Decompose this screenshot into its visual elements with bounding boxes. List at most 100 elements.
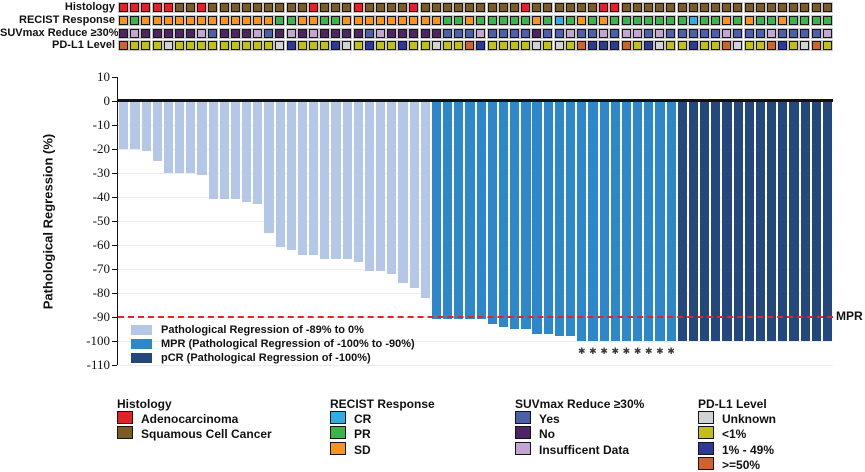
track-cell-pdl1 xyxy=(241,41,251,51)
regression-bar xyxy=(800,101,810,341)
y-axis-tick xyxy=(111,124,117,126)
track-cell-pdl1 xyxy=(264,41,274,51)
track-cell-histology xyxy=(666,3,676,12)
significance-asterisk: ✱ xyxy=(611,346,620,356)
track-cell-pdl1 xyxy=(297,41,307,51)
track-cell-histology xyxy=(554,3,564,12)
regression-bar xyxy=(454,101,464,320)
track-cell-pdl1 xyxy=(174,41,184,51)
regression-bar xyxy=(476,101,486,320)
track-cell-histology xyxy=(442,3,452,12)
track-cell-histology xyxy=(576,3,586,12)
track-cell-pdl1 xyxy=(431,41,441,51)
regression-bar xyxy=(431,101,442,320)
track-cell-recist xyxy=(353,15,363,25)
track-cell-recist xyxy=(498,15,508,25)
track-cell-suvmax xyxy=(789,28,799,38)
track-cell-histology xyxy=(431,3,441,12)
plot-legend-swatch xyxy=(131,325,152,335)
track-cell-pdl1 xyxy=(789,41,799,51)
regression-bar xyxy=(722,101,732,341)
track-cell-suvmax xyxy=(532,28,542,38)
regression-bar xyxy=(342,101,352,260)
track-cell-histology xyxy=(744,3,754,12)
legend-item-label: 1% - 49% xyxy=(722,442,775,457)
regression-bar xyxy=(621,101,632,341)
track-cell-recist xyxy=(576,15,586,25)
legend-item-label: Unknown xyxy=(722,412,776,426)
track-cell-recist xyxy=(253,15,263,25)
regression-bar xyxy=(242,101,252,202)
track-cell-pdl1 xyxy=(755,41,765,51)
significance-asterisk: ✱ xyxy=(577,346,586,356)
track-cell-pdl1 xyxy=(565,41,575,51)
track-cell-suvmax xyxy=(398,28,408,38)
legend-item: Adenocarcinoma xyxy=(117,411,287,426)
track-cell-pdl1 xyxy=(141,41,151,51)
track-cell-recist xyxy=(442,15,452,25)
track-cell-histology xyxy=(297,3,307,12)
track-cell-histology xyxy=(521,3,531,12)
track-cell-histology xyxy=(755,3,765,12)
track-cell-histology xyxy=(588,3,598,12)
regression-bar xyxy=(700,101,710,341)
track-cell-recist xyxy=(163,15,173,25)
track-cell-suvmax xyxy=(822,28,832,38)
track-cell-suvmax xyxy=(364,28,374,38)
track-cell-recist xyxy=(342,15,352,25)
track-cell-recist xyxy=(666,15,676,25)
track-cell-recist xyxy=(766,15,776,25)
track-cell-recist xyxy=(811,15,821,25)
track-cell-pdl1 xyxy=(666,41,676,51)
regression-bar xyxy=(253,101,263,205)
regression-bar xyxy=(498,101,509,327)
y-axis-tick xyxy=(111,340,117,342)
track-cell-recist xyxy=(711,15,720,25)
regression-bar xyxy=(309,101,319,255)
regression-bar xyxy=(822,101,833,341)
track-cell-recist xyxy=(755,15,765,25)
track-cell-recist xyxy=(208,15,218,25)
gridline xyxy=(118,365,833,366)
significance-asterisk: ✱ xyxy=(589,346,597,356)
track-cell-histology xyxy=(331,3,341,12)
regression-bar xyxy=(677,101,687,341)
y-axis-tick xyxy=(111,268,117,270)
y-axis-tick xyxy=(111,244,117,246)
regression-bar xyxy=(297,101,308,255)
track-cell-recist xyxy=(364,15,374,25)
track-cell-suvmax xyxy=(230,28,240,38)
track-cell-suvmax xyxy=(119,28,128,38)
track-cell-pdl1 xyxy=(800,41,810,51)
legend-item-swatch xyxy=(117,426,133,440)
track-cell-pdl1 xyxy=(398,41,408,51)
y-axis-tick xyxy=(111,364,117,366)
regression-bar xyxy=(141,101,151,152)
legend-group-title: SUVmax Reduce ≥30% xyxy=(515,397,645,411)
track-cell-pdl1 xyxy=(197,41,207,51)
regression-bar xyxy=(420,101,430,298)
track-cell-recist xyxy=(152,15,162,25)
track-cell-pdl1 xyxy=(811,41,821,51)
track-cell-suvmax xyxy=(353,28,363,38)
track-cell-pdl1 xyxy=(599,41,609,51)
track-cell-suvmax xyxy=(409,28,419,38)
legend-group-title: RECIST Response xyxy=(330,397,435,411)
track-cell-histology xyxy=(275,3,285,12)
track-cell-histology xyxy=(454,3,464,12)
plot-legend-swatch xyxy=(131,338,152,349)
track-cell-recist xyxy=(431,15,441,25)
track-cell-histology xyxy=(253,3,263,12)
track-cell-pdl1 xyxy=(320,41,330,51)
track-cell-pdl1 xyxy=(498,41,508,51)
track-cell-pdl1 xyxy=(554,41,564,51)
y-axis-tick xyxy=(111,76,117,78)
track-cell-histology xyxy=(286,3,296,12)
legend-item-swatch xyxy=(698,441,714,455)
track-cell-histology xyxy=(688,3,698,12)
track-cell-pdl1 xyxy=(375,41,385,51)
track-cell-pdl1 xyxy=(387,41,397,51)
regression-bar xyxy=(610,101,620,341)
track-cell-suvmax xyxy=(141,28,151,38)
